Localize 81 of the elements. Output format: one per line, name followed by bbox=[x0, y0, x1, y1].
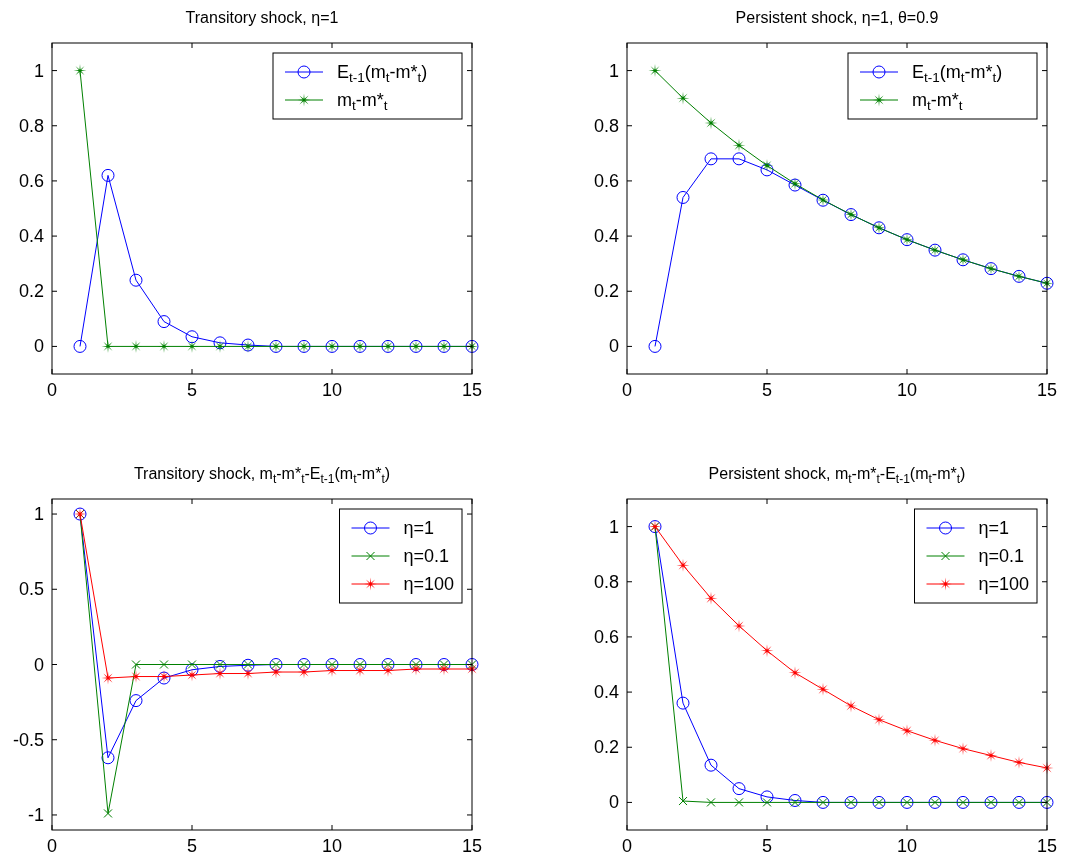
point bbox=[185, 663, 199, 677]
legend-label: η=0.1 bbox=[403, 546, 450, 566]
y-tick-label: 0.4 bbox=[593, 226, 619, 247]
y-tick-label: 0.5 bbox=[18, 579, 44, 600]
y-tick-label: 0.4 bbox=[18, 226, 44, 247]
x-tick-label: 0 bbox=[621, 836, 633, 856]
x-tick-label: 0 bbox=[621, 380, 633, 400]
point bbox=[676, 190, 690, 204]
legend-label: η=100 bbox=[978, 574, 1030, 594]
y-tick-label: 0.6 bbox=[593, 626, 619, 647]
y-tick-label: 0.8 bbox=[593, 571, 619, 592]
point bbox=[129, 694, 143, 708]
x-tick-label: 5 bbox=[186, 836, 198, 856]
y-tick-label: 0 bbox=[608, 792, 619, 813]
x-tick-label: 5 bbox=[761, 836, 773, 856]
legend-label: η=1 bbox=[978, 518, 1010, 538]
legend-label: E$_{t-1}$(m$_{t}$-m*$_{t}$) bbox=[337, 62, 428, 86]
x-tick-label: 10 bbox=[896, 836, 918, 856]
point bbox=[732, 152, 746, 166]
point bbox=[678, 796, 688, 806]
point bbox=[760, 790, 774, 804]
y-tick-label: 0.2 bbox=[18, 281, 44, 302]
y-tick-label: 0.2 bbox=[593, 737, 619, 758]
y-tick-label: 0 bbox=[608, 336, 619, 357]
x-tick-label: 10 bbox=[896, 380, 918, 400]
point bbox=[734, 797, 744, 807]
y-tick-label: -1 bbox=[27, 804, 44, 825]
point bbox=[129, 273, 143, 287]
point bbox=[101, 168, 115, 182]
point bbox=[103, 808, 113, 818]
legend-label: E$_{t-1}$(m$_{t}$-m*$_{t}$) bbox=[912, 62, 1003, 86]
y-tick-label: 0.2 bbox=[593, 281, 619, 302]
y-tick-label: -0.5 bbox=[12, 729, 44, 750]
chart-title: Transitory shock, m$_{t}$-m*$_{t}$-E$_{t-1}$(m$_{t}$-m*$_{t}$) bbox=[133, 465, 391, 486]
point bbox=[648, 339, 662, 353]
y-tick-label: 0.8 bbox=[593, 115, 619, 136]
chart-title: Transitory shock, η=1 bbox=[185, 9, 339, 26]
point bbox=[185, 330, 199, 344]
y-tick-label: 0.6 bbox=[593, 170, 619, 191]
y-tick-label: 1 bbox=[33, 504, 44, 525]
x-tick-label: 15 bbox=[461, 836, 483, 856]
x-tick-label: 15 bbox=[461, 380, 483, 400]
x-tick-label: 5 bbox=[186, 380, 198, 400]
point bbox=[762, 797, 772, 807]
y-tick-label: 0.6 bbox=[18, 170, 44, 191]
x-tick-label: 15 bbox=[1036, 836, 1058, 856]
y-tick-label: 0.8 bbox=[18, 115, 44, 136]
point bbox=[101, 751, 115, 765]
legend-label: η=0.1 bbox=[978, 546, 1025, 566]
x-tick-label: 15 bbox=[1036, 380, 1058, 400]
y-tick-label: 1 bbox=[33, 60, 44, 81]
legend-label: η=1 bbox=[403, 518, 435, 538]
chart-title: Persistent shock, η=1, θ=0.9 bbox=[735, 9, 939, 26]
point bbox=[213, 659, 227, 673]
x-tick-label: 10 bbox=[321, 380, 343, 400]
point bbox=[706, 797, 716, 807]
y-tick-label: 1 bbox=[608, 60, 619, 81]
y-tick-label: 0 bbox=[33, 336, 44, 357]
legend-label: m$_{t}$-m*$_{t}$ bbox=[337, 90, 388, 114]
x-tick-label: 5 bbox=[761, 380, 773, 400]
y-tick-label: 0 bbox=[33, 654, 44, 675]
point bbox=[704, 758, 718, 772]
point bbox=[73, 339, 87, 353]
legend-label: m$_{t}$-m*$_{t}$ bbox=[912, 90, 963, 114]
point bbox=[159, 660, 169, 669]
y-tick-label: 0.4 bbox=[593, 682, 619, 703]
chart-title: Persistent shock, m$_{t}$-m*$_{t}$-E$_{t-1}$(m$_{t}$-m*$_{t}$) bbox=[708, 465, 966, 486]
point bbox=[131, 660, 141, 669]
point bbox=[157, 315, 171, 329]
point bbox=[187, 660, 197, 669]
y-tick-label: 1 bbox=[608, 516, 619, 537]
point bbox=[676, 696, 690, 710]
legend-label: η=100 bbox=[403, 574, 455, 594]
x-tick-label: 10 bbox=[321, 836, 343, 856]
x-tick-label: 0 bbox=[46, 380, 58, 400]
point bbox=[732, 782, 746, 796]
point bbox=[760, 163, 774, 177]
x-tick-label: 0 bbox=[46, 836, 58, 856]
point bbox=[704, 152, 718, 166]
point bbox=[215, 660, 225, 669]
point bbox=[788, 793, 802, 807]
